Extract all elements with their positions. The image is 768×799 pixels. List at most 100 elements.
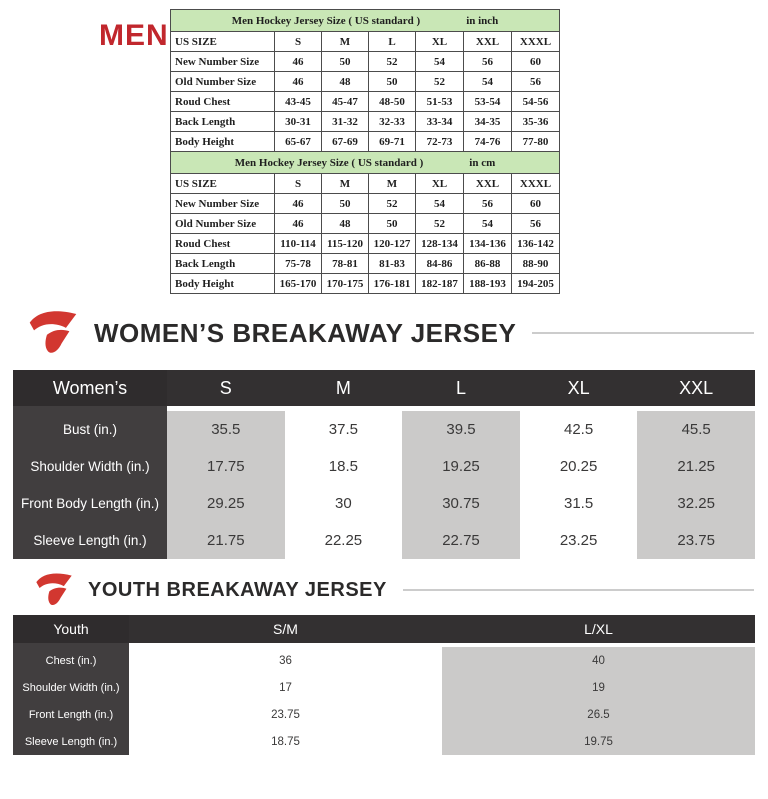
- size-column-header: M: [321, 31, 369, 52]
- value-cell: 22.25: [284, 522, 403, 559]
- men-table-row: Body Height 165-170 170-175 176-181 182-187 1…: [170, 273, 560, 294]
- value-cell: 35-36: [511, 111, 560, 132]
- value-cell: 128-134: [415, 233, 464, 254]
- value-cell: 46: [274, 51, 322, 72]
- row-label: Shoulder Width (in.): [13, 448, 167, 485]
- value-cell: 53-54: [463, 91, 512, 112]
- men-table-title: Men Hockey Jersey Size ( US standard ): [234, 156, 424, 169]
- value-cell: 36: [129, 647, 442, 674]
- value-cell: 18.75: [129, 728, 442, 755]
- size-column-header: S: [167, 370, 285, 406]
- value-cell: 50: [321, 51, 369, 72]
- row-label: Sleeve Length (in.): [13, 728, 129, 755]
- men-table-row: Old Number Size 46 48 50 52 54 56: [170, 213, 560, 234]
- size-header-label: US SIZE: [170, 31, 275, 52]
- value-cell: 46: [274, 71, 322, 92]
- spacer: [637, 406, 755, 411]
- row-label: New Number Size: [170, 193, 275, 214]
- value-cell: 56: [511, 71, 560, 92]
- value-cell: 52: [415, 71, 464, 92]
- spacer: [519, 406, 638, 411]
- value-cell: 165-170: [274, 273, 322, 294]
- row-label: Roud Chest: [170, 233, 275, 254]
- size-column-header: XL: [519, 370, 638, 406]
- men-table-row: Roud Chest 43-45 45-47 48-50 51-53 53-54 54-56: [170, 91, 560, 112]
- men-table-header-cell: Men Hockey Jersey Size ( US standard ) in…: [170, 151, 560, 174]
- men-table-header-cell: Men Hockey Jersey Size ( US standard ) in…: [170, 9, 560, 32]
- value-cell: 32-33: [368, 111, 416, 132]
- value-cell: 86-88: [463, 253, 512, 274]
- row-label: Shoulder Width (in.): [13, 674, 129, 701]
- value-cell: 77-80: [511, 131, 560, 152]
- youth-section-title: YOUTH BREAKAWAY JERSEY: [88, 578, 387, 601]
- value-cell: 50: [321, 193, 369, 214]
- men-size-header-row: US SIZE S M M XL XXL XXXL: [170, 173, 560, 194]
- value-cell: 50: [368, 213, 416, 234]
- value-cell: 33-34: [415, 111, 464, 132]
- value-cell: 39.5: [402, 411, 520, 448]
- men-table-row: Back Length 30-31 31-32 32-33 33-34 34-35 35-3…: [170, 111, 560, 132]
- row-label: Roud Chest: [170, 91, 275, 112]
- size-column-header: M: [321, 173, 369, 194]
- value-cell: 176-181: [368, 273, 416, 294]
- youth-size-table: Youth S/M L/XL Chest (in.) 36 40 Shoulder Widt…: [13, 615, 755, 755]
- size-column-header: XXL: [463, 31, 512, 52]
- value-cell: 56: [511, 213, 560, 234]
- value-cell: 72-73: [415, 131, 464, 152]
- women-section-divider-line: [532, 332, 754, 334]
- size-column-header: XXXL: [511, 173, 560, 194]
- women-section-title: WOMEN’S BREAKAWAY JERSEY: [94, 317, 517, 348]
- table-corner-label: Youth: [13, 615, 129, 643]
- value-cell: 88-90: [511, 253, 560, 274]
- men-table-header-row: Men Hockey Jersey Size ( US standard ) in…: [170, 9, 560, 32]
- size-column-header: M: [368, 173, 416, 194]
- value-cell: 40: [442, 647, 755, 674]
- value-cell: 188-193: [463, 273, 512, 294]
- value-cell: 32.25: [637, 485, 755, 522]
- row-label: Sleeve Length (in.): [13, 522, 167, 559]
- men-size-header-row: US SIZE S M L XL XXL XXXL: [170, 31, 560, 52]
- row-label: New Number Size: [170, 51, 275, 72]
- value-cell: 37.5: [284, 411, 403, 448]
- value-cell: 42.5: [519, 411, 638, 448]
- value-cell: 81-83: [368, 253, 416, 274]
- fanatics-flag-icon: [36, 573, 72, 606]
- youth-section-header: YOUTH BREAKAWAY JERSEY: [32, 571, 768, 609]
- size-column-header: XXL: [463, 173, 512, 194]
- men-table-title: Men Hockey Jersey Size ( US standard ): [231, 14, 421, 27]
- value-cell: 182-187: [415, 273, 464, 294]
- size-header-label: US SIZE: [170, 173, 275, 194]
- value-cell: 69-71: [368, 131, 416, 152]
- size-column-header: M: [284, 370, 403, 406]
- row-label: Back Length: [170, 253, 275, 274]
- value-cell: 21.25: [637, 448, 755, 485]
- value-cell: 120-127: [368, 233, 416, 254]
- value-cell: 52: [415, 213, 464, 234]
- size-column-header: S/M: [129, 615, 442, 643]
- value-cell: 31-32: [321, 111, 369, 132]
- value-cell: 75-78: [274, 253, 322, 274]
- value-cell: 26.5: [442, 701, 755, 728]
- value-cell: 60: [511, 193, 560, 214]
- men-table-unit: in inch: [466, 14, 499, 27]
- value-cell: 30: [284, 485, 403, 522]
- value-cell: 17.75: [167, 448, 285, 485]
- size-column-header: XL: [415, 173, 464, 194]
- value-cell: 34-35: [463, 111, 512, 132]
- value-cell: 54: [415, 51, 464, 72]
- value-cell: 35.5: [167, 411, 285, 448]
- size-column-header: S: [274, 31, 322, 52]
- value-cell: 54: [415, 193, 464, 214]
- women-size-table: Women’s S M L XL XXL Bust (in.) 35.5 37.5 39.5 42.…: [13, 370, 755, 559]
- value-cell: 48: [321, 213, 369, 234]
- value-cell: 17: [129, 674, 442, 701]
- spacer: [129, 643, 442, 647]
- men-table-header-inner: Men Hockey Jersey Size ( US standard ) in…: [175, 157, 555, 169]
- value-cell: 136-142: [511, 233, 560, 254]
- men-table-header-row: Men Hockey Jersey Size ( US standard ) in…: [170, 151, 560, 174]
- value-cell: 56: [463, 51, 512, 72]
- spacer: [167, 406, 285, 411]
- value-cell: 45.5: [637, 411, 755, 448]
- value-cell: 60: [511, 51, 560, 72]
- value-cell: 46: [274, 213, 322, 234]
